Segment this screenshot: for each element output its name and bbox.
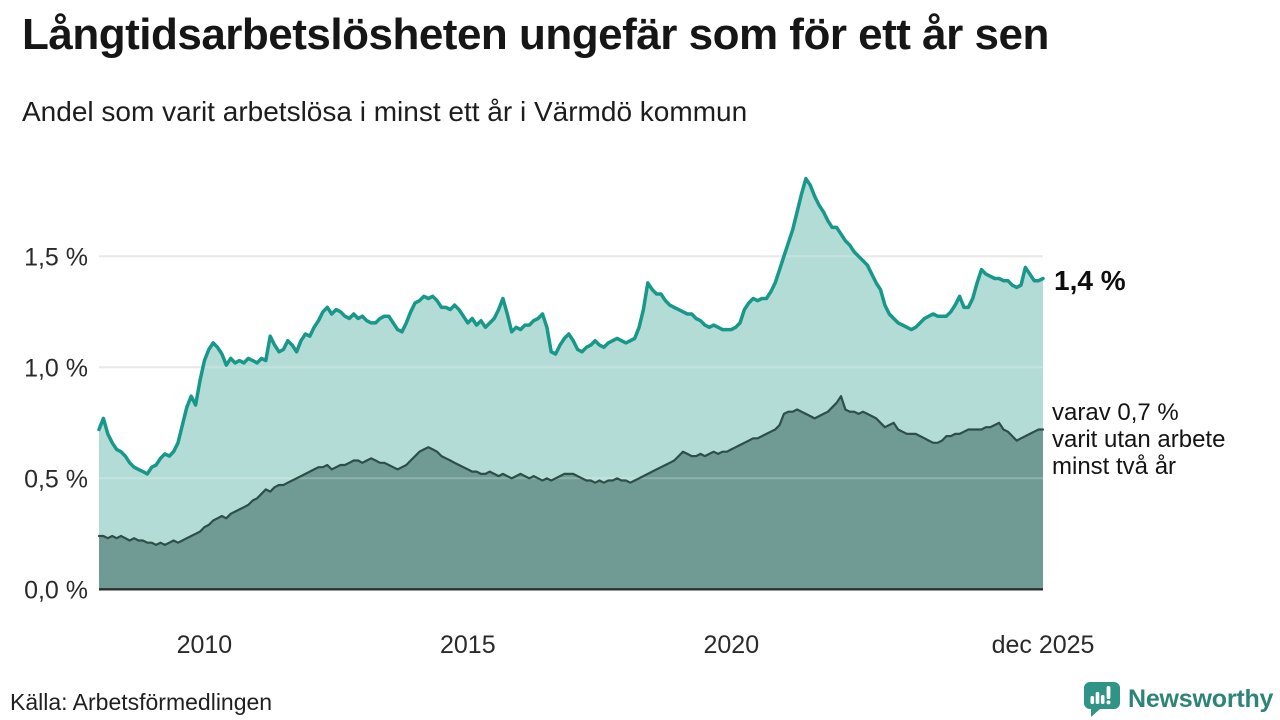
annotation-line-1: varav 0,7 % [1052,399,1179,426]
page-title: Långtidsarbetslösheten ungefär som för e… [22,10,1049,59]
series2-annotation: varav 0,7 % varit utan arbete minst två … [1052,399,1225,480]
x-axis-label: 2015 [440,631,496,659]
y-axis-label: 0,0 % [24,576,88,604]
source-credit: Källa: Arbetsförmedlingen [10,689,273,715]
newsworthy-logo-icon [1084,682,1120,717]
newsworthy-logo-text: Newsworthy [1128,684,1274,713]
x-axis-label: 2010 [177,631,233,659]
series1-end-value-label: 1,4 % [1054,265,1126,296]
y-axis-label: 1,0 % [24,354,88,382]
y-axis-label: 0,5 % [24,465,88,493]
line-series-1 [97,176,1045,476]
annotation-line-3: minst två år [1052,453,1177,480]
x-axis-label: dec 2025 [992,631,1095,659]
newsworthy-logo: Newsworthy [1083,681,1273,717]
line-series-2 [97,395,1045,547]
y-axis-label: 1,5 % [24,243,88,271]
x-axis-label: 2020 [703,631,759,659]
area-series-2 [99,396,1043,590]
annotation-line-2: varit utan arbete [1052,426,1226,453]
chart-subtitle: Andel som varit arbetslösa i minst ett å… [22,96,748,127]
